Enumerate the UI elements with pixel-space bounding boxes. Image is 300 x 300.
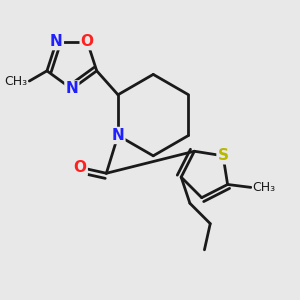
Text: CH₃: CH₃ — [252, 181, 275, 194]
Text: N: N — [50, 34, 63, 49]
Text: N: N — [65, 81, 78, 96]
Text: N: N — [112, 128, 124, 143]
Text: O: O — [81, 34, 94, 49]
Text: S: S — [218, 148, 229, 163]
Text: CH₃: CH₃ — [5, 74, 28, 88]
Text: O: O — [74, 160, 87, 175]
